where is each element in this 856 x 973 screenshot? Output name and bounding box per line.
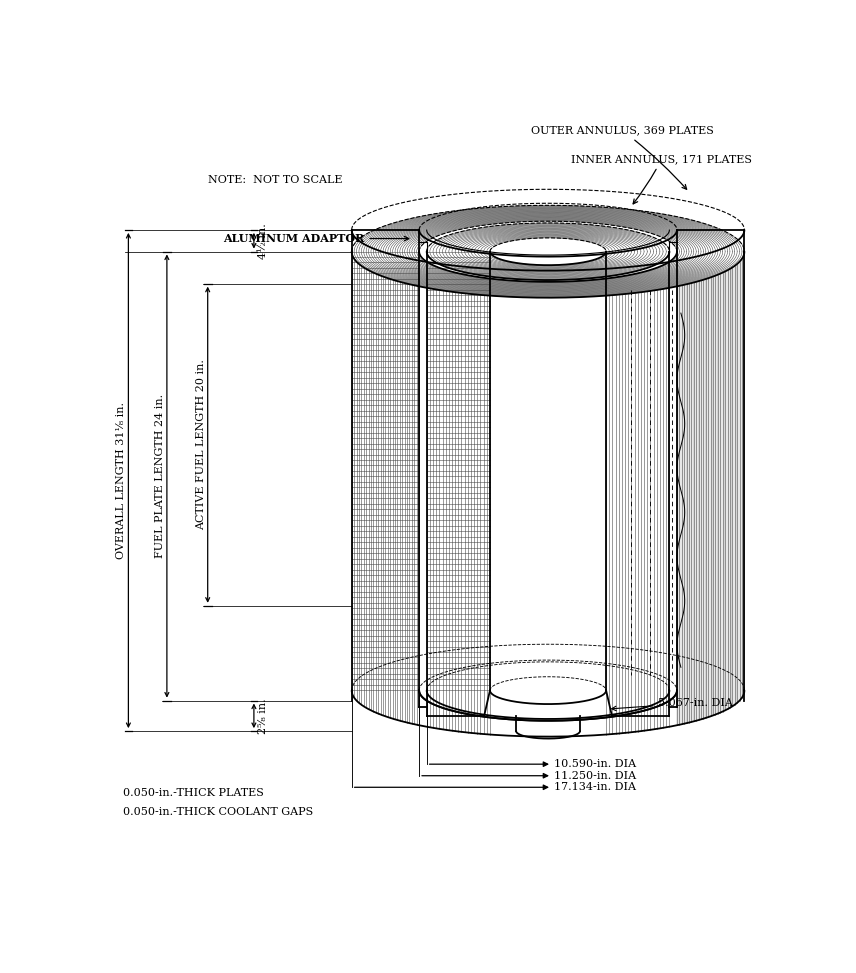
- Text: 0.050-in.-THICK COOLANT GAPS: 0.050-in.-THICK COOLANT GAPS: [123, 807, 313, 817]
- Text: 11.250-in. DIA: 11.250-in. DIA: [554, 771, 636, 780]
- Text: INNER ANNULUS, 171 PLATES: INNER ANNULUS, 171 PLATES: [571, 154, 752, 204]
- Text: FUEL PLATE LENGTH 24 in.: FUEL PLATE LENGTH 24 in.: [155, 394, 165, 559]
- Text: OVERALL LENGTH 31¹⁄₈ in.: OVERALL LENGTH 31¹⁄₈ in.: [116, 402, 126, 559]
- Text: 0.050-in.-THICK PLATES: 0.050-in.-THICK PLATES: [123, 788, 264, 798]
- Text: 4½ in.: 4½ in.: [258, 223, 268, 259]
- Text: ALUMINUM ADAPTOR: ALUMINUM ADAPTOR: [223, 233, 409, 244]
- Text: 10.590-in. DIA: 10.590-in. DIA: [554, 759, 636, 770]
- Text: ACTIVE FUEL LENGTH 20 in.: ACTIVE FUEL LENGTH 20 in.: [196, 359, 205, 530]
- Text: 2⁵⁄₈ in.: 2⁵⁄₈ in.: [258, 698, 268, 734]
- Text: 17.134-in. DIA: 17.134-in. DIA: [554, 782, 636, 792]
- Text: OUTER ANNULUS, 369 PLATES: OUTER ANNULUS, 369 PLATES: [531, 126, 714, 190]
- Text: 5.067-in. DIA: 5.067-in. DIA: [612, 698, 734, 710]
- Text: NOTE:  NOT TO SCALE: NOTE: NOT TO SCALE: [208, 175, 342, 185]
